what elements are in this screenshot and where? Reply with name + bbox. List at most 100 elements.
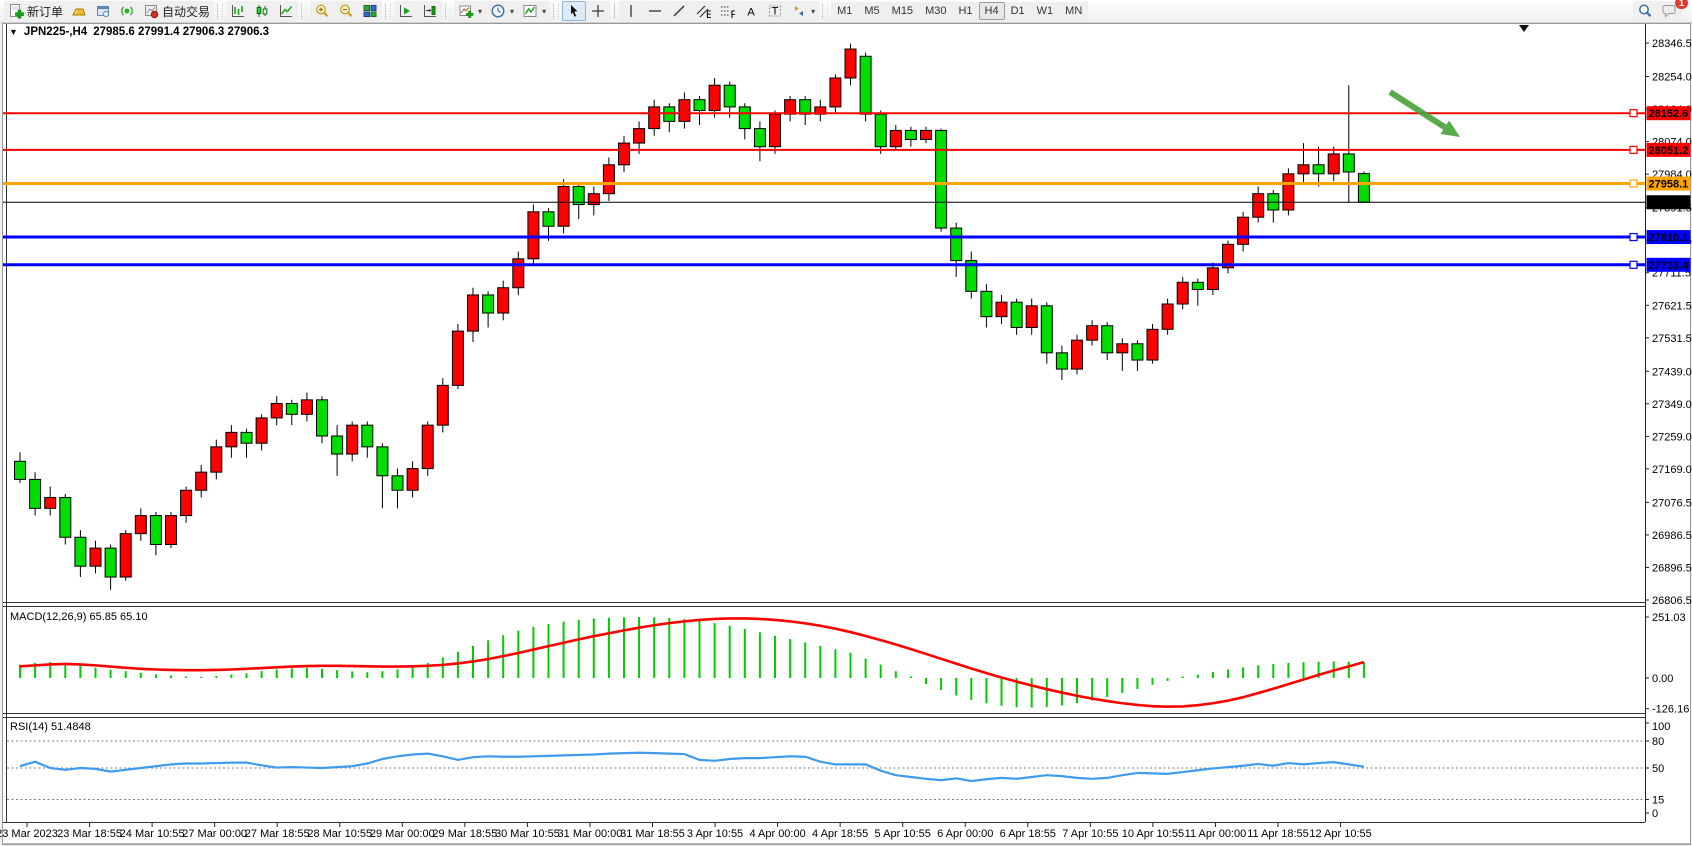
svg-text:27906.3: 27906.3 [1649, 197, 1689, 209]
svg-text:6 Apr 00:00: 6 Apr 00:00 [937, 828, 993, 840]
chart-shift-icon [424, 5, 437, 17]
timeframe-m15-button[interactable]: M15 [885, 2, 920, 20]
svg-text:28254.0: 28254.0 [1652, 72, 1692, 84]
one-click-expander-icon[interactable]: ▼ [9, 27, 18, 37]
cursor-icon [571, 5, 578, 17]
toolbar-grip [553, 3, 560, 19]
text-label-tool-button[interactable]: T [763, 1, 788, 21]
tile-windows-button[interactable] [358, 1, 383, 21]
svg-text:29 Mar 18:55: 29 Mar 18:55 [432, 828, 497, 840]
svg-text:4 Apr 18:55: 4 Apr 18:55 [812, 828, 868, 840]
text-tool-button[interactable]: A [739, 1, 764, 21]
svg-text:28051.2: 28051.2 [1649, 145, 1689, 157]
zoom-out-button[interactable] [334, 1, 359, 21]
timeframe-d1-button[interactable]: D1 [1004, 2, 1031, 20]
svg-text:28152.6: 28152.6 [1649, 108, 1689, 120]
indicators-button[interactable]: ▾ [454, 1, 487, 21]
autotrading-icon [145, 5, 159, 19]
svg-text:27531.5: 27531.5 [1652, 333, 1692, 345]
search-button[interactable] [1633, 1, 1657, 21]
svg-text:23 Mar 2023: 23 Mar 2023 [0, 828, 58, 840]
auto-scroll-button[interactable] [394, 1, 419, 21]
gold-bar-button[interactable] [67, 1, 92, 21]
svg-text:MACD(12,26,9) 65.85 65.10: MACD(12,26,9) 65.85 65.10 [10, 611, 148, 623]
svg-text:12 Apr 10:55: 12 Apr 10:55 [1309, 828, 1371, 840]
svg-text:30 Mar 10:55: 30 Mar 10:55 [495, 828, 560, 840]
trendline-tool-button[interactable] [667, 1, 692, 21]
templates-button[interactable]: ▾ [518, 1, 551, 21]
channel-tool-button[interactable]: E [691, 1, 716, 21]
svg-text:27076.5: 27076.5 [1652, 497, 1692, 509]
svg-text:0.00: 0.00 [1652, 673, 1673, 685]
horizontal-line-tool-button[interactable] [643, 1, 668, 21]
svg-text:27810.1: 27810.1 [1649, 232, 1689, 244]
svg-text:0: 0 [1652, 808, 1658, 820]
chart-title-row: ▼ JPN225-,H4 27985.6 27991.4 27906.3 279… [9, 26, 269, 38]
svg-text:5 Apr 10:55: 5 Apr 10:55 [875, 828, 931, 840]
line-chart-icon [280, 5, 293, 17]
toolbar-grip [385, 3, 392, 19]
svg-text:27958.1: 27958.1 [1649, 179, 1689, 191]
timeframe-w1-button[interactable]: W1 [1030, 2, 1060, 20]
arrows-tool-button[interactable]: ▾ [787, 1, 820, 21]
chat-notification-badge[interactable]: 1 [1675, 0, 1688, 9]
trendline-icon [673, 5, 685, 17]
svg-text:11 Apr 18:55: 11 Apr 18:55 [1247, 828, 1309, 840]
crosshair-tool-button[interactable] [586, 1, 611, 21]
timeframe-mn-button[interactable]: MN [1059, 2, 1089, 20]
bar-chart-button[interactable] [226, 1, 251, 21]
svg-text:27 Mar 18:55: 27 Mar 18:55 [245, 828, 310, 840]
signals-button[interactable] [115, 1, 140, 21]
toolbar-grip [301, 3, 308, 19]
vertical-line-tool-button[interactable] [619, 1, 644, 21]
timeframe-m30-button[interactable]: M30 [919, 2, 953, 20]
zoom-in-button[interactable] [310, 1, 335, 21]
svg-text:50: 50 [1652, 763, 1664, 775]
vertical-line-icon [630, 5, 632, 17]
zoom-out-icon [340, 4, 353, 17]
candlestick-chart-button[interactable] [250, 1, 275, 21]
toolbar: 新订单 [0, 0, 1692, 23]
periods-button[interactable]: ▾ [486, 1, 519, 21]
chart-shift-button[interactable] [418, 1, 443, 21]
timeframe-m1-button[interactable]: M1 [831, 2, 859, 20]
cursor-tool-button[interactable] [562, 1, 587, 21]
zoom-in-icon [316, 4, 329, 17]
svg-text:100: 100 [1652, 721, 1670, 733]
svg-text:27259.0: 27259.0 [1652, 431, 1692, 443]
timeframe-h4-button[interactable]: H4 [978, 2, 1005, 20]
new-order-button[interactable]: 新订单 [4, 1, 68, 21]
svg-text:27169.0: 27169.0 [1652, 464, 1692, 476]
crosshair-icon [592, 5, 605, 17]
svg-text:27733.4: 27733.4 [1649, 260, 1690, 272]
svg-text:6 Apr 18:55: 6 Apr 18:55 [1000, 828, 1056, 840]
timeframe-m5-button[interactable]: M5 [858, 2, 886, 20]
autotrading-label: 自动交易 [162, 4, 211, 19]
svg-text:26896.5: 26896.5 [1652, 562, 1692, 574]
svg-text:15: 15 [1652, 795, 1664, 807]
toolbar-grip [217, 3, 224, 19]
svg-text:23 Mar 18:55: 23 Mar 18:55 [57, 828, 122, 840]
dropdown-arrow: ▾ [542, 6, 547, 16]
toolbar-separator [614, 3, 616, 19]
ohlc-values: 27985.6 27991.4 27906.3 27906.3 [93, 26, 270, 38]
autotrading-button[interactable]: 自动交易 [139, 1, 215, 21]
market-watch-icon [97, 6, 110, 18]
toolbar-grip [822, 3, 829, 19]
auto-scroll-icon [400, 5, 413, 17]
market-watch-button[interactable] [91, 1, 116, 21]
horizontal-line-icon [649, 10, 662, 12]
svg-text:A: A [747, 7, 755, 19]
toolbar-grip [445, 3, 452, 19]
signals-icon [121, 6, 133, 16]
svg-text:31 Mar 18:55: 31 Mar 18:55 [620, 828, 685, 840]
svg-text:7 Apr 10:55: 7 Apr 10:55 [1062, 828, 1118, 840]
svg-text:RSI(14) 51.4848: RSI(14) 51.4848 [10, 721, 91, 733]
fibonacci-tool-button[interactable]: F [715, 1, 740, 21]
fibonacci-icon: F [721, 6, 735, 19]
svg-text:27 Mar 00:00: 27 Mar 00:00 [182, 828, 247, 840]
timeframe-h1-button[interactable]: H1 [952, 2, 979, 20]
line-chart-button[interactable] [274, 1, 299, 21]
dropdown-arrow: ▾ [811, 6, 816, 16]
